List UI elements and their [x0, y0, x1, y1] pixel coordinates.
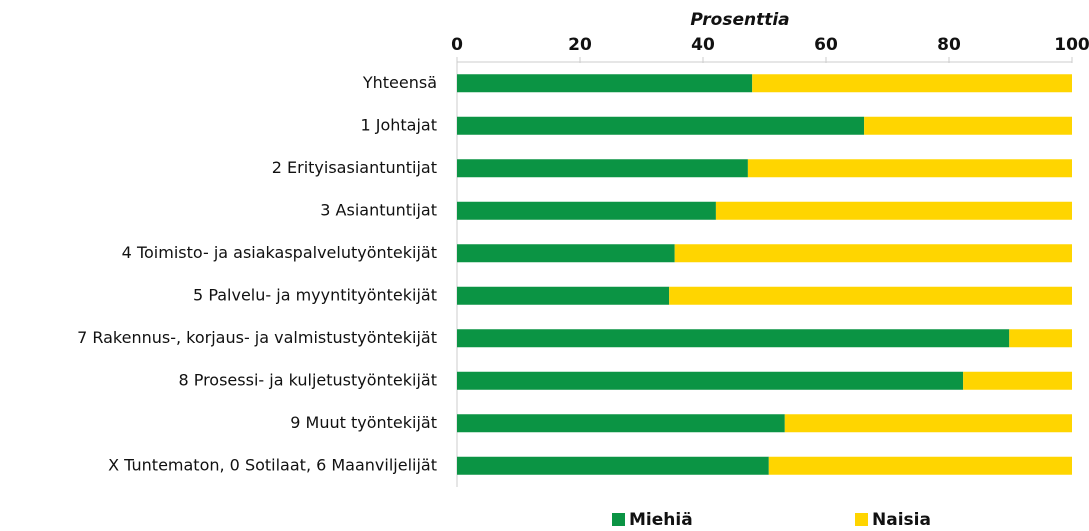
bar-segment: [1009, 329, 1072, 348]
bar-segment: [747, 159, 1072, 178]
bar-segment: [457, 244, 675, 263]
bar-segment: [457, 74, 753, 93]
y-tick-label: 8 Prosessi- ja kuljetustyöntekijät: [178, 370, 437, 389]
bar-segment: [768, 456, 1072, 475]
bar-segment: [715, 201, 1072, 220]
y-tick-label: 4 Toimisto- ja asiakaspalvelutyöntekijät: [122, 243, 437, 262]
bar-segment: [752, 74, 1072, 93]
x-tick-label: 80: [937, 35, 961, 55]
bar-segment: [674, 244, 1072, 263]
axis-title: Prosenttia: [690, 10, 789, 30]
bar-segment: [784, 414, 1072, 433]
x-tick-label: 0: [451, 35, 463, 55]
x-tick-label: 60: [814, 35, 838, 55]
bar-segment: [669, 286, 1072, 305]
y-tick-label: 5 Palvelu- ja myyntityöntekijät: [193, 285, 437, 304]
y-tick-label: Yhteensä: [362, 73, 437, 92]
bar-segment: [457, 286, 670, 305]
legend-swatch: [612, 513, 625, 526]
y-tick-label: 1 Johtajat: [360, 115, 437, 134]
legend-swatch: [855, 513, 868, 526]
bar-segment: [457, 201, 716, 220]
legend-label: Miehiä: [629, 510, 693, 530]
y-tick-label: 9 Muut työntekijät: [290, 413, 437, 432]
x-tick-label: 40: [691, 35, 715, 55]
y-tick-label: X Tuntematon, 0 Sotilaat, 6 Maanviljelij…: [108, 455, 437, 474]
y-tick-label: 3 Asiantuntijat: [320, 200, 437, 219]
x-tick-label: 20: [568, 35, 592, 55]
y-tick-label: 7 Rakennus-, korjaus- ja valmistustyönte…: [77, 328, 437, 347]
bar-segment: [457, 159, 748, 178]
x-tick-label: 100: [1054, 35, 1089, 55]
bar-segment: [457, 116, 865, 135]
bar-segment: [457, 329, 1010, 348]
bar-segment: [457, 371, 964, 390]
legend-label: Naisia: [872, 510, 931, 530]
bar-segment: [457, 414, 785, 433]
y-tick-label: 2 Erityisasiantuntijat: [272, 158, 437, 177]
bar-segment: [864, 116, 1072, 135]
bar-segment: [457, 456, 769, 475]
bar-segment: [963, 371, 1072, 390]
